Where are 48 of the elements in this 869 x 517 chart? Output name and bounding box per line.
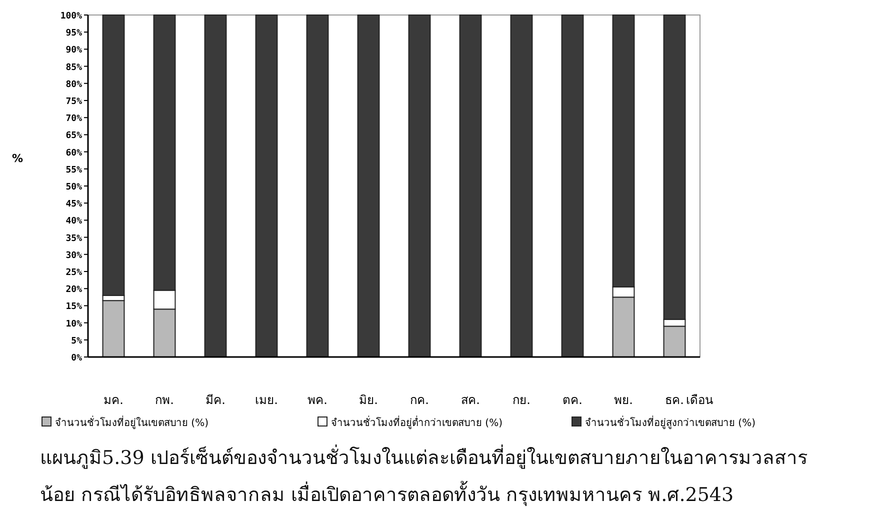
bar (561, 14, 584, 358)
y-tick-label: 95% (66, 28, 83, 39)
y-tick-label: 35% (66, 234, 83, 244)
x-tick-label: ตค. (562, 393, 582, 407)
y-tick-label: 100% (60, 12, 83, 22)
y-tick-label: 75% (66, 97, 83, 107)
y-axis-title: % (12, 152, 24, 165)
bar (408, 14, 431, 358)
y-tick-label: 85% (66, 62, 83, 73)
y-tick-label: 30% (66, 250, 83, 261)
y-tick-label: 20% (66, 285, 83, 296)
x-tick-label: ธค. (665, 393, 684, 407)
y-tick-label: 55% (66, 165, 83, 176)
y-tick-label: 15% (66, 302, 83, 312)
x-tick-label: สค. (461, 393, 480, 407)
x-tick-label: กค. (410, 393, 429, 407)
text: แผนภูมิ5.39 เปอร์เซ็นต์ของจำนวนชั่วโมงในแต่ละเดือนที่อยู่ในเขตสบายภายในอาคารมวลสารน้อย กรณีได้รับอิทธิพลจากลม เมื่อเปิดอาคารตลอดทั้งวัน กรุงเทพมหานคร พ.ศ.2543 (40, 444, 808, 508)
bar (306, 14, 329, 358)
y-tick-label: 40% (66, 216, 83, 227)
bar (204, 14, 227, 358)
y-tick-label: 80% (66, 80, 83, 90)
bar (510, 14, 533, 358)
x-tick-label: มค. (104, 393, 124, 407)
y-tick-label: 60% (66, 148, 83, 158)
x-tick-label: กพ. (155, 393, 174, 407)
x-tick-label: มีค. (206, 393, 226, 407)
bar (357, 14, 380, 358)
x-axis-title: เดือน (686, 393, 713, 407)
y-tick-label: 90% (66, 46, 83, 56)
bar (102, 300, 125, 358)
bar (459, 14, 482, 358)
x-tick-label: มิย. (359, 393, 378, 407)
y-tick-label: 0% (71, 354, 83, 364)
y-tick-label: 25% (66, 268, 83, 278)
y-tick-label: 45% (66, 200, 83, 210)
x-tick-label: พค. (308, 393, 328, 407)
y-tick-label: 65% (66, 131, 83, 142)
y-tick-label: 5% (71, 336, 83, 346)
legend-label: จำนวนชั่วโมงที่อยู่สูงกว่าเขตสบาย (%) (585, 415, 756, 429)
x-tick-label: กย. (512, 393, 530, 407)
y-tick-label: 70% (66, 114, 83, 124)
y-tick-label: 50% (66, 182, 83, 192)
x-tick-label: พย. (614, 393, 633, 407)
x-tick-label: เมย. (255, 393, 278, 407)
legend-label: จำนวนชั่วโมงที่อยู่ต่ำกว่าเขตสบาย (%) (331, 415, 503, 429)
legend-label: จำนวนชั่วโมงที่อยู่ในเขตสบาย (%) (55, 415, 209, 429)
y-tick-label: 10% (66, 319, 83, 330)
bar (255, 14, 278, 358)
